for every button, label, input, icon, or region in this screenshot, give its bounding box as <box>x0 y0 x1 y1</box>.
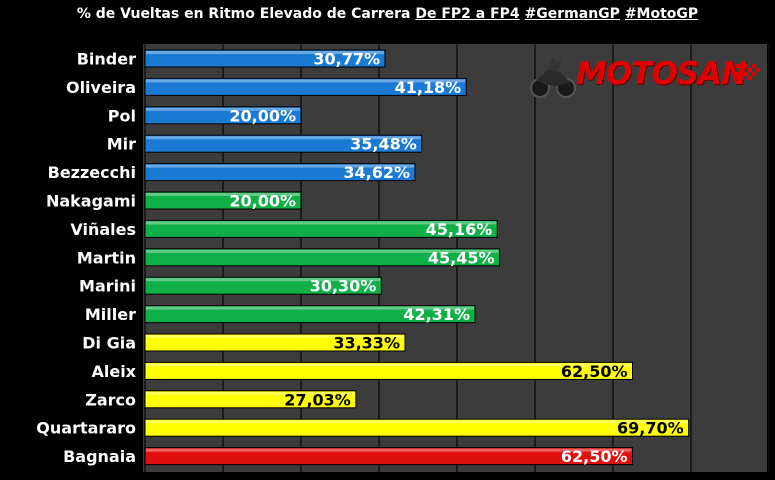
title-tag-motogp: #MotoGP <box>624 6 699 22</box>
value-label: 20,00% <box>229 106 296 125</box>
value-label: 62,50% <box>561 447 628 466</box>
value-label: 69,70% <box>617 419 684 438</box>
bar-highlight <box>146 164 415 168</box>
category-label: Oliveira <box>66 78 136 97</box>
value-label: 30,77% <box>313 50 380 69</box>
bar-highlight <box>146 335 404 338</box>
bar <box>144 134 423 153</box>
bar <box>144 49 386 68</box>
category-label: Binder <box>77 50 136 69</box>
motosan-logo: MOTOSAN <box>526 50 771 100</box>
category-label: Nakagami <box>46 192 136 211</box>
bar <box>144 106 302 125</box>
category-label: Marini <box>79 277 136 296</box>
category-label: Bezzecchi <box>48 163 136 182</box>
bar-highlight <box>146 193 300 196</box>
value-label: 20,00% <box>229 192 296 211</box>
bar-highlight <box>146 448 632 452</box>
bar <box>144 361 633 380</box>
bar-highlight <box>146 221 497 225</box>
title-tag-germangp: #GermanGP <box>524 6 620 22</box>
bar <box>144 418 690 437</box>
category-label: Quartararo <box>36 419 136 438</box>
bar <box>144 333 406 352</box>
value-label: 34,62% <box>343 163 410 182</box>
bar <box>144 447 633 466</box>
category-label: Bagnaia <box>63 447 136 466</box>
bar <box>144 191 302 210</box>
bar-highlight <box>146 420 688 424</box>
category-label: Pol <box>108 106 136 125</box>
bar <box>144 77 467 96</box>
title-underlined: De FP2 a FP4 <box>415 6 520 22</box>
value-label: 41,18% <box>395 78 462 97</box>
value-label: 27,03% <box>284 390 351 409</box>
logo-text: MOTOSAN <box>576 56 747 92</box>
checkered-flag-icon <box>736 64 760 80</box>
bar <box>144 276 382 295</box>
category-label: Aleix <box>91 362 136 381</box>
value-label: 30,30% <box>310 277 377 296</box>
bar-highlight <box>146 79 466 83</box>
bar-highlight <box>146 249 499 253</box>
category-label: Viñales <box>70 220 136 239</box>
bar-highlight <box>146 363 632 367</box>
chart-title: % de Vueltas en Ritmo Elevado de Carrera… <box>0 6 775 22</box>
value-label: 35,48% <box>350 135 417 154</box>
value-labels: 30,77% 41,18% 20,00% 35,48% 34,62% 20,00% 45,1… <box>229 50 683 467</box>
value-label: 45,16% <box>426 220 493 239</box>
value-label: 33,33% <box>333 334 400 353</box>
bar-highlight <box>146 136 421 140</box>
bar <box>144 163 416 182</box>
bar-highlight <box>146 51 385 54</box>
bar <box>144 219 498 238</box>
value-label: 62,50% <box>561 362 628 381</box>
bar-highlight <box>146 107 300 111</box>
bars <box>144 49 690 466</box>
bar <box>144 248 501 267</box>
category-label: Mir <box>107 135 136 154</box>
category-label: Martin <box>77 248 136 267</box>
value-label: 45,45% <box>428 248 495 267</box>
bar-highlight <box>146 391 355 395</box>
bar-highlight <box>146 306 475 310</box>
title-prefix: % de Vueltas en Ritmo Elevado de Carrera <box>76 6 411 22</box>
bar <box>144 390 357 409</box>
category-label: Di Gia <box>82 334 136 353</box>
category-label: Miller <box>85 305 136 324</box>
bar <box>144 305 476 324</box>
value-label: 42,31% <box>403 305 470 324</box>
category-labels: Binder Oliveira Pol Mir Bezzecchi Nakagami Viñ… <box>36 50 136 467</box>
motorcycle-rider-icon <box>530 53 576 98</box>
category-label: Zarco <box>85 390 136 409</box>
bar-highlight <box>146 278 381 282</box>
